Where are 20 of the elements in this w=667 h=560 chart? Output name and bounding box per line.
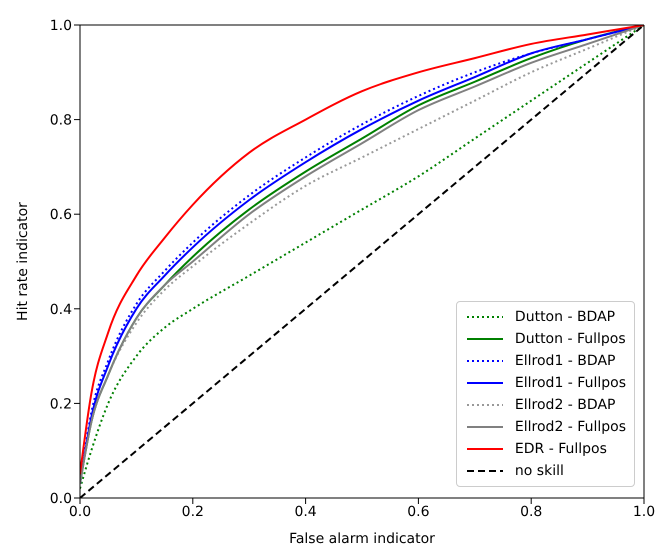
y-tick-label: 0.2 bbox=[50, 396, 72, 412]
y-axis-title: Hit rate indicator bbox=[14, 202, 31, 321]
x-tick-label: 0.2 bbox=[182, 504, 204, 520]
legend-label: Dutton - BDAP bbox=[514, 309, 616, 325]
legend-label: Ellrod2 - Fullpos bbox=[514, 419, 626, 435]
legend-label: Ellrod1 - Fullpos bbox=[514, 375, 626, 391]
legend-label: no skill bbox=[514, 463, 564, 479]
legend-label: Ellrod1 - BDAP bbox=[514, 353, 616, 369]
x-tick-label: 0.4 bbox=[294, 504, 317, 520]
x-tick-label: 1.0 bbox=[632, 504, 656, 520]
y-tick-label: 0.6 bbox=[50, 207, 72, 224]
y-tick-label: 1.0 bbox=[50, 18, 72, 34]
x-tick-label: 0.8 bbox=[520, 504, 542, 520]
y-tick-label: 0.4 bbox=[50, 302, 72, 318]
x-tick-label: 0.6 bbox=[407, 504, 430, 520]
legend-label: Ellrod2 - BDAP bbox=[514, 397, 616, 413]
legend-label: Dutton - Fullpos bbox=[514, 331, 626, 347]
legend-label: EDR - Fullpos bbox=[514, 441, 607, 457]
x-axis-title: False alarm indicator bbox=[289, 531, 436, 547]
y-tick-label: 0.8 bbox=[50, 112, 72, 129]
